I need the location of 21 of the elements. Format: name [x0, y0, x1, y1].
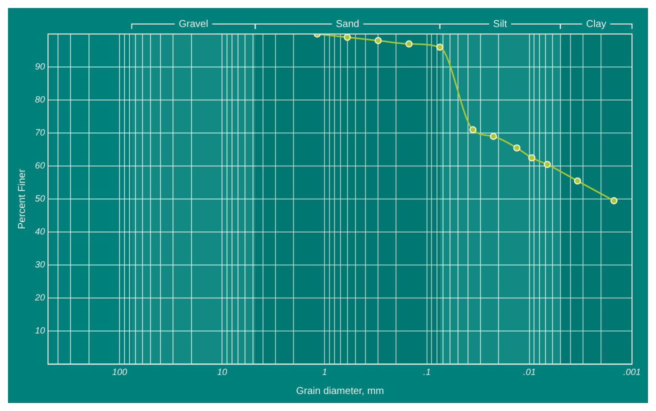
x-axis-title: Grain diameter, mm — [296, 386, 384, 397]
y-tick-label: 20 — [34, 292, 46, 303]
y-tick-label: 60 — [34, 160, 46, 171]
y-tick-label: 80 — [34, 94, 46, 105]
band-label: Gravel — [178, 18, 208, 30]
x-tick-label: .001 — [623, 367, 641, 378]
x-tick-label: 1 — [322, 367, 328, 378]
x-tick-label: 10 — [217, 367, 228, 378]
x-tick-label: 100 — [112, 367, 128, 378]
y-tick-label: 40 — [34, 226, 46, 237]
band-label: Sand — [336, 18, 360, 30]
x-tick-label: .1 — [423, 367, 431, 378]
y-axis-title: Percent Finer — [16, 168, 28, 230]
x-tick-label: .01 — [523, 367, 536, 378]
y-tick-label: 70 — [34, 128, 46, 138]
y-tick-label: 10 — [34, 326, 46, 336]
y-tick-label: 30 — [34, 260, 46, 270]
band-label: Clay — [586, 18, 606, 30]
y-tick-label: 90 — [34, 62, 46, 72]
band-label: Silt — [493, 18, 508, 30]
y-tick-label: 50 — [34, 194, 46, 204]
